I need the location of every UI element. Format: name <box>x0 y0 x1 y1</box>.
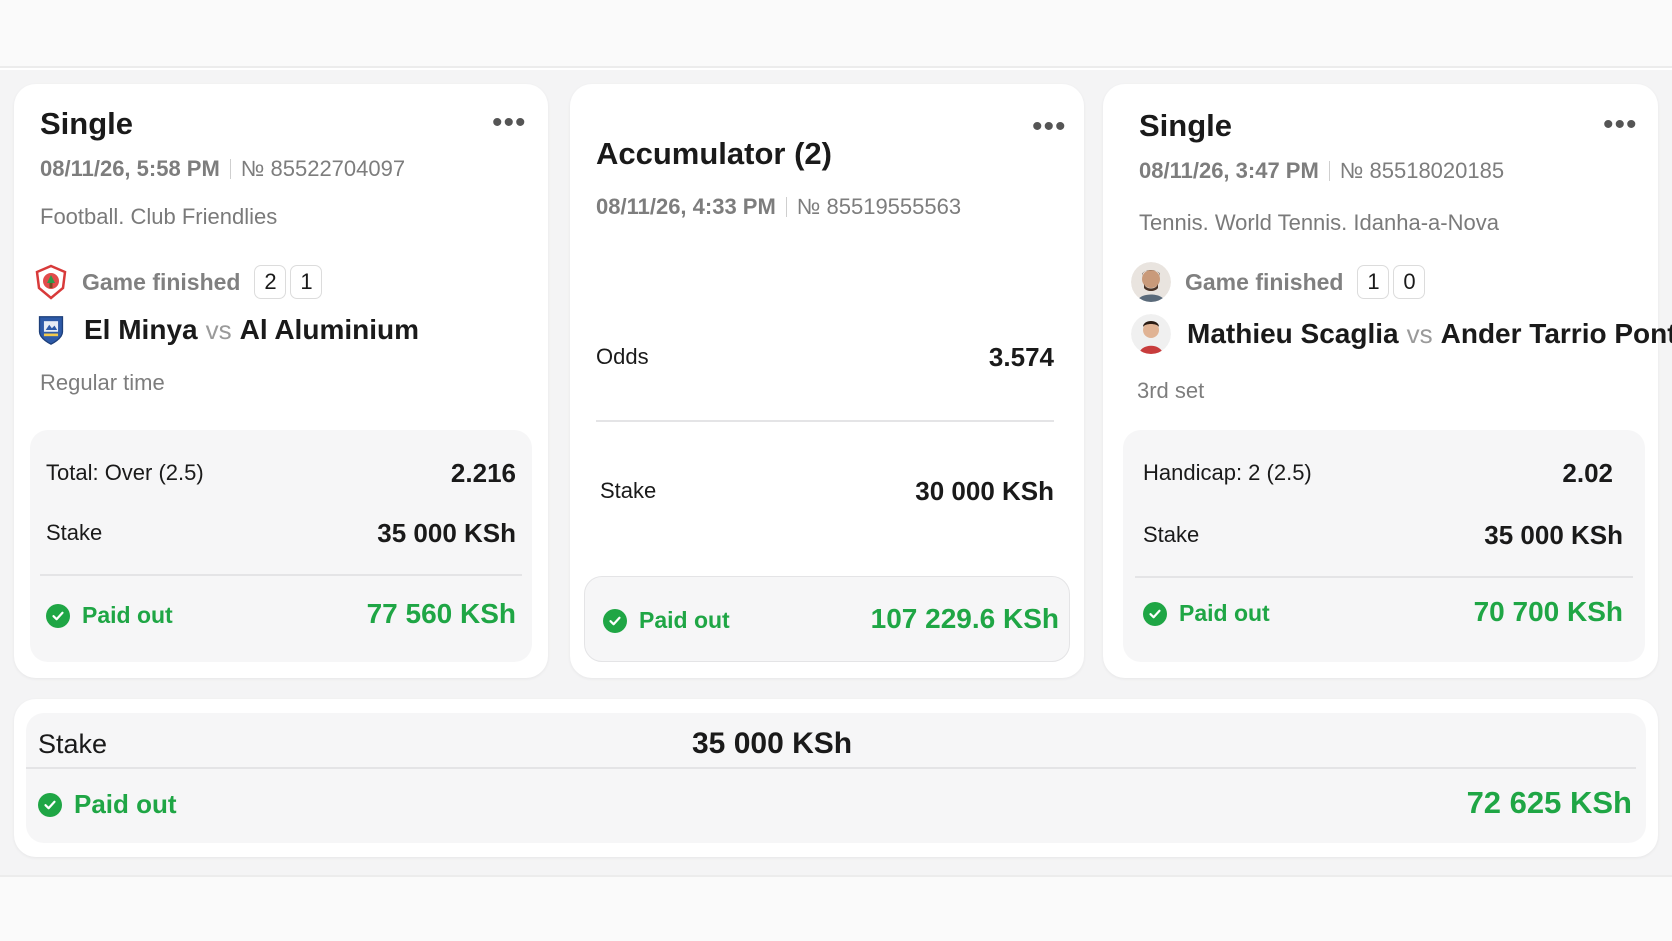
odds-value: 2.02 <box>1562 458 1613 488</box>
market-label: Handicap: 2 (2.5) <box>1143 460 1312 485</box>
bet-details: Handicap: 2 (2.5) 2.02 Stake 35 000 KSh … <box>1123 430 1645 662</box>
summary-card: Stake 35 000 KSh Paid out 72 625 KSh <box>14 699 1658 857</box>
bet-card-2[interactable]: Accumulator (2) ••• 08/11/26, 4:33 PM № 8… <box>570 84 1084 678</box>
summary-details: Stake 35 000 KSh Paid out 72 625 KSh <box>26 713 1646 843</box>
odds-value: 2.216 <box>450 458 516 488</box>
bet-card-1[interactable]: Single ••• 08/11/26, 5:58 PM № 8552270409… <box>14 84 548 678</box>
match-period: 3rd set <box>1137 378 1205 403</box>
check-circle-icon <box>1143 601 1167 626</box>
team-home: El Minya <box>84 314 198 345</box>
stake-value: 35 000 KSh <box>377 518 516 548</box>
paid-out-text: Paid out <box>74 789 177 819</box>
team-home: Mathieu Scaglia <box>1187 318 1399 349</box>
stake-label: Stake <box>600 478 657 503</box>
al-aluminium-logo-icon <box>36 312 70 348</box>
paid-out-value: 107 229.6 KSh <box>870 603 1059 634</box>
meta-separator <box>229 159 231 179</box>
league-name: Tennis. World Tennis. Idanha-a-Nova <box>1139 210 1499 235</box>
paid-out-value: 72 625 KSh <box>1466 785 1632 820</box>
paid-out-label: Paid out <box>46 602 173 629</box>
paid-out-text: Paid out <box>1179 600 1270 626</box>
bet-type: Accumulator (2) <box>596 136 832 171</box>
top-bar <box>0 0 1672 68</box>
more-icon[interactable]: ••• <box>1603 108 1638 141</box>
stake-label: Stake <box>1143 522 1200 547</box>
bet-number: № 85522704097 <box>240 156 406 181</box>
bet-number: № 85519555563 <box>796 194 962 219</box>
paid-out-label: Paid out <box>38 789 177 820</box>
vs-label: vs <box>205 314 232 345</box>
bet-datetime: 08/11/26, 4:33 PM <box>596 194 776 219</box>
market-label: Total: Over (2.5) <box>46 460 204 485</box>
game-status: Game finished <box>82 268 241 295</box>
paid-out-text: Paid out <box>639 607 730 633</box>
paid-out-label: Paid out <box>603 607 730 634</box>
league-name: Football. Club Friendlies <box>40 204 278 229</box>
game-status-row: Game finished 1 0 <box>1131 262 1426 302</box>
bet-datetime: 08/11/26, 3:47 PM <box>1139 158 1319 183</box>
score-away: 0 <box>1393 265 1426 299</box>
match-period: Regular time <box>40 370 165 395</box>
more-icon[interactable]: ••• <box>492 106 527 139</box>
team-away: Al Aluminium <box>239 314 419 345</box>
payout-box: Paid out 107 229.6 KSh <box>584 576 1070 662</box>
divider <box>1135 576 1633 578</box>
player-avatar-icon <box>1131 314 1171 354</box>
bet-number: № 85518020185 <box>1339 158 1505 183</box>
score-away: 1 <box>290 265 323 299</box>
check-circle-icon <box>603 608 627 633</box>
odds-value: 3.574 <box>988 342 1054 372</box>
match-row[interactable]: El Minya vs Al Aluminium <box>36 312 419 348</box>
stake-value: 30 000 KSh <box>915 476 1054 506</box>
vs-label: vs <box>1406 318 1433 349</box>
player-avatar-icon <box>1131 262 1171 302</box>
score-home: 2 <box>254 265 287 299</box>
stake-label: Stake <box>46 520 103 545</box>
bottom-bar <box>0 875 1672 941</box>
divider <box>40 574 522 576</box>
bet-datetime: 08/11/26, 5:58 PM <box>40 156 220 181</box>
stake-value: 35 000 KSh <box>1484 520 1623 550</box>
stake-value: 35 000 KSh <box>692 727 853 760</box>
bet-type: Single <box>1139 108 1233 143</box>
paid-out-value: 77 560 KSh <box>366 598 516 629</box>
game-status: Game finished <box>1185 268 1344 295</box>
more-icon[interactable]: ••• <box>1032 110 1067 143</box>
bet-meta: 08/11/26, 5:58 PM № 85522704097 <box>40 156 405 182</box>
bet-meta: 08/11/26, 3:47 PM № 85518020185 <box>1139 158 1504 184</box>
divider <box>596 420 1054 422</box>
meta-separator <box>1328 161 1330 181</box>
divider <box>26 767 1636 769</box>
bet-card-3[interactable]: Single ••• 08/11/26, 3:47 PM № 8551802018… <box>1103 84 1672 678</box>
meta-separator <box>785 197 787 217</box>
paid-out-text: Paid out <box>82 602 173 628</box>
score-home: 1 <box>1357 265 1390 299</box>
check-circle-icon <box>46 603 70 628</box>
stake-label: Stake <box>38 729 108 759</box>
bet-meta: 08/11/26, 4:33 PM № 85519555563 <box>596 194 961 220</box>
odds-label: Odds <box>596 344 649 369</box>
check-circle-icon <box>38 792 62 817</box>
match-row[interactable]: Mathieu Scaglia vs Ander Tarrio Ponte <box>1131 314 1672 354</box>
el-minya-logo-icon <box>34 264 68 300</box>
game-status-row: Game finished 2 1 <box>34 264 323 300</box>
paid-out-value: 70 700 KSh <box>1473 596 1623 627</box>
team-away: Ander Tarrio Ponte <box>1440 318 1672 349</box>
bet-details: Total: Over (2.5) 2.216 Stake 35 000 KSh… <box>30 430 532 662</box>
paid-out-label: Paid out <box>1143 600 1270 627</box>
bet-type: Single <box>40 106 134 141</box>
